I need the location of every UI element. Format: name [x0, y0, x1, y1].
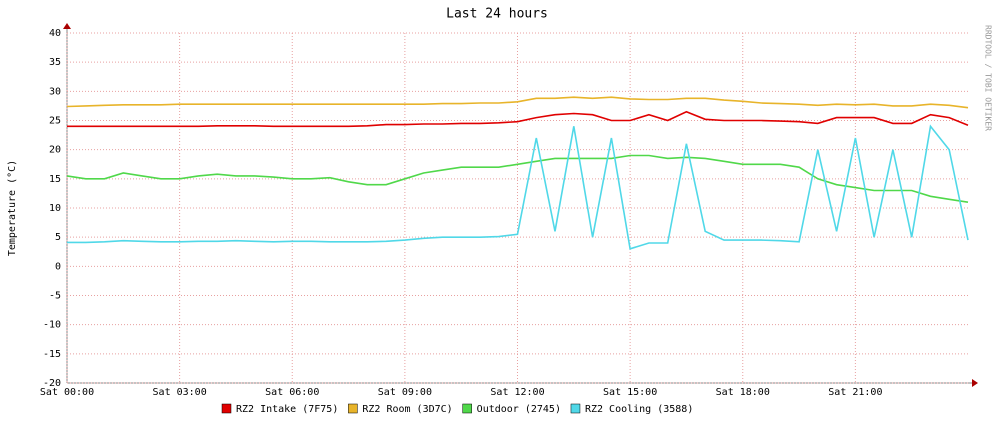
x-tick-label: Sat 18:00 — [716, 387, 770, 398]
series-line — [66, 96, 969, 109]
x-tick-label: Sat 12:00 — [490, 387, 544, 398]
legend-label: RZ2 Room (3D7C) — [362, 404, 452, 415]
series-line — [66, 154, 969, 203]
x-tick-label: Sat 06:00 — [265, 387, 319, 398]
x-tick-label: Sat 03:00 — [153, 387, 207, 398]
y-tick-label: 5 — [55, 232, 61, 243]
y-tick-label: 35 — [49, 57, 61, 68]
watermark: RRDTOOL / TOBI OETIKER — [984, 25, 993, 131]
x-tick-label: Sat 15:00 — [603, 387, 657, 398]
y-tick-label: -10 — [43, 320, 61, 331]
y-tick-label: 25 — [49, 116, 61, 127]
x-tick-label: Sat 00:00 — [40, 387, 94, 398]
x-tick-label: Sat 21:00 — [828, 387, 882, 398]
y-tick-label: -20 — [43, 378, 61, 389]
y-axis-arrow — [63, 23, 71, 29]
y-tick-label: 10 — [49, 203, 61, 214]
legend-swatch — [570, 403, 581, 414]
series-line — [67, 124, 969, 250]
y-tick-label: 40 — [49, 28, 61, 39]
y-tick-label: 20 — [49, 145, 61, 156]
x-axis-arrow — [972, 379, 978, 387]
chart-title: Last 24 hours — [446, 7, 548, 22]
x-tick-label: Sat 09:00 — [378, 387, 432, 398]
y-tick-label: -5 — [49, 291, 61, 302]
y-tick-label: 15 — [49, 174, 61, 185]
legend-swatch — [462, 403, 472, 414]
y-tick-label: 30 — [49, 86, 61, 97]
legend-swatch — [221, 403, 232, 414]
legend-swatch — [348, 403, 358, 414]
y-axis-label: Temperature (°C) — [7, 160, 18, 256]
legend-label: RZ2 Cooling (3588) — [585, 404, 693, 415]
series-line — [67, 110, 969, 128]
legend-label: RZ2 Intake (7F75) — [236, 404, 338, 415]
y-tick-label: -15 — [43, 349, 61, 360]
y-tick-label: 0 — [55, 261, 61, 272]
legend-label: Outdoor (2745) — [477, 404, 561, 415]
